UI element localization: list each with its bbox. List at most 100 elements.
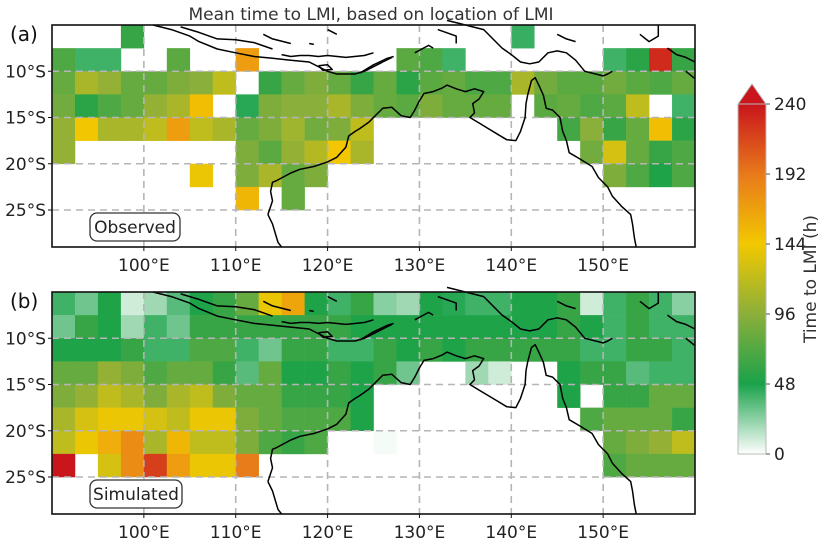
heatmap-cell bbox=[327, 94, 351, 118]
heatmap-cell bbox=[212, 292, 237, 316]
panel-simulated: 10°S 15°S 20°S 25°S 100°E 110°E 120°E 130°E 140… bbox=[5, 286, 696, 543]
heatmap-cell bbox=[120, 430, 145, 455]
heatmap-cell bbox=[672, 315, 696, 339]
heatmap-cell bbox=[235, 315, 259, 339]
heatmap-cell bbox=[281, 117, 305, 141]
heatmap-cell bbox=[97, 292, 122, 316]
heatmap-cell bbox=[580, 117, 604, 141]
coastline bbox=[317, 331, 333, 339]
heatmap-cell bbox=[281, 292, 305, 316]
heatmap-cell bbox=[74, 430, 99, 455]
heatmap-cell bbox=[52, 140, 76, 165]
heatmap-cell bbox=[235, 163, 259, 188]
coastline bbox=[267, 214, 283, 248]
observed-label: Observed bbox=[94, 218, 176, 238]
heatmap-cell bbox=[97, 430, 122, 455]
heatmap-cell bbox=[557, 315, 581, 339]
y-tick-label: 25°S bbox=[5, 468, 46, 488]
coastline bbox=[267, 481, 283, 515]
coastline bbox=[639, 292, 660, 310]
x-tick-label: 150°E bbox=[577, 523, 629, 541]
heatmap-cell bbox=[74, 407, 99, 432]
heatmap-cell bbox=[603, 117, 627, 141]
colorbar-tick-label: 192 bbox=[774, 165, 806, 185]
heatmap-cell bbox=[143, 453, 168, 478]
map-frame-simulated bbox=[51, 291, 696, 515]
colorbar-gradient bbox=[737, 103, 767, 455]
heatmap-cell bbox=[557, 94, 581, 118]
heatmap-cell bbox=[304, 407, 328, 432]
heatmap-cell bbox=[52, 361, 76, 385]
heatmap-cell bbox=[120, 361, 145, 385]
x-tick-label: 120°E bbox=[302, 523, 354, 541]
simulated-label: Simulated bbox=[93, 485, 179, 505]
heatmap-cell bbox=[97, 407, 122, 432]
heatmap-cell bbox=[649, 407, 673, 432]
heatmap-cell bbox=[166, 71, 191, 95]
heatmap-cell bbox=[603, 71, 627, 95]
heatmap-cell bbox=[74, 94, 99, 118]
heatmap-cell bbox=[672, 94, 696, 118]
heatmap-cell bbox=[74, 384, 99, 408]
x-tick-labels-simulated: 100°E 110°E 120°E 130°E 140°E 150°E bbox=[118, 514, 629, 543]
heatmap-cell bbox=[143, 407, 168, 432]
heatmap-cell bbox=[350, 407, 374, 432]
heatmap-cell bbox=[580, 315, 604, 339]
coastline bbox=[309, 42, 314, 46]
heatmap-cell bbox=[626, 338, 650, 362]
heatmap-cell bbox=[327, 315, 351, 339]
heatmap-cell bbox=[120, 25, 145, 49]
heatmap-cell bbox=[465, 71, 489, 95]
heatmap-cell bbox=[189, 163, 214, 188]
heatmap-cell bbox=[74, 361, 99, 385]
coastline bbox=[180, 26, 273, 50]
heatmap-cell bbox=[649, 430, 673, 455]
coastline bbox=[446, 19, 613, 77]
heatmap-cell bbox=[419, 338, 443, 362]
heatmap-cell bbox=[350, 338, 374, 362]
gridlines-observed bbox=[52, 25, 695, 247]
heatmap-cell bbox=[442, 71, 466, 95]
heatmap-cell bbox=[304, 384, 328, 408]
heatmap-cell bbox=[396, 338, 420, 362]
heatmap-cell bbox=[465, 315, 489, 339]
heatmap-cell bbox=[580, 71, 604, 95]
heatmap-cell bbox=[465, 361, 489, 385]
heatmap-cell bbox=[373, 292, 397, 316]
heatmap-cell bbox=[120, 292, 145, 316]
heatmap-cell bbox=[649, 117, 673, 141]
heatmap-cell bbox=[235, 186, 259, 211]
heatmap-cell bbox=[557, 384, 581, 408]
colorbar-ticks: 0 48 96 144 192 240 bbox=[766, 95, 806, 465]
heatmap-cell bbox=[488, 71, 512, 95]
heatmap-cell bbox=[419, 71, 443, 95]
heatmap-cell bbox=[52, 292, 76, 316]
y-tick-labels-simulated: 10°S 15°S 20°S 25°S bbox=[5, 329, 52, 488]
heatmap-cell bbox=[189, 315, 214, 339]
heatmap-cell bbox=[557, 338, 581, 362]
heatmap-cell bbox=[189, 407, 214, 432]
heatmap-cell bbox=[52, 71, 76, 95]
heatmap-cell bbox=[672, 407, 696, 432]
heatmap-cell bbox=[327, 71, 351, 95]
coastline bbox=[414, 44, 434, 54]
x-tick-label: 110°E bbox=[210, 523, 262, 541]
heatmap-cell bbox=[304, 315, 328, 339]
colorbar: 0 48 96 144 192 240 Time to LMI (h) bbox=[737, 83, 821, 465]
heatmap-cell bbox=[419, 94, 443, 118]
heatmap-cell bbox=[235, 384, 259, 408]
coastline bbox=[556, 300, 576, 310]
heatmap-cell bbox=[672, 384, 696, 408]
simulated-label-box: Simulated bbox=[89, 479, 183, 509]
heatmap-cell bbox=[626, 71, 650, 95]
heatmap-cell bbox=[189, 338, 214, 362]
heatmap-cell bbox=[235, 453, 259, 478]
heatmap-cell bbox=[74, 315, 99, 339]
heatmap-cell bbox=[626, 384, 650, 408]
colorbar-tick-label: 48 bbox=[774, 375, 796, 395]
heatmap-cell bbox=[649, 338, 673, 362]
heatmap-cell bbox=[649, 48, 673, 72]
heatmap-cell bbox=[74, 292, 99, 316]
heatmap-cell bbox=[235, 48, 259, 72]
x-tick-label: 120°E bbox=[302, 256, 354, 276]
